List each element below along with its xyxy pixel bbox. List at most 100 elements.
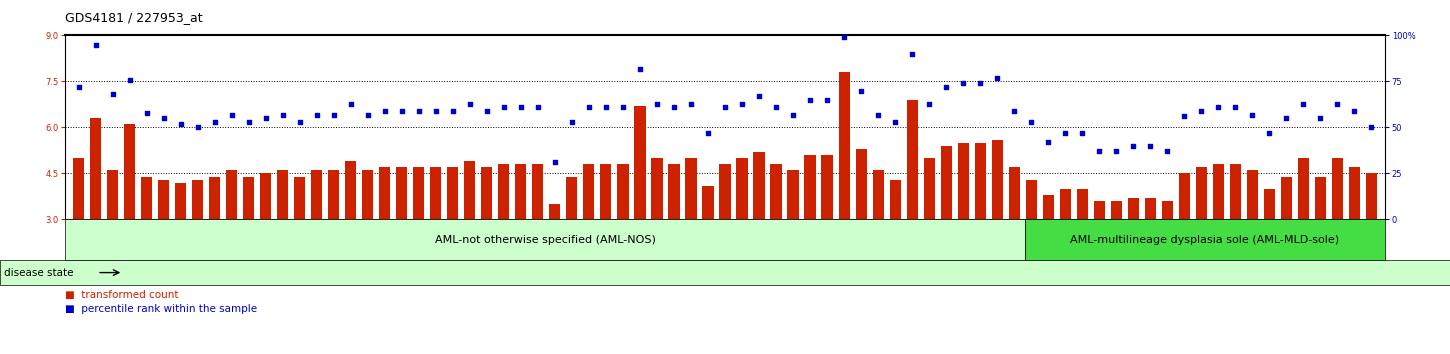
Point [934,84,957,90]
Point [1292,101,1315,106]
Bar [1315,177,1325,219]
Point [186,125,209,130]
Bar [515,164,526,219]
Text: AML-multilineage dysplasia sole (AML-MLD-sole): AML-multilineage dysplasia sole (AML-MLD… [1070,235,1340,245]
Bar [125,124,135,219]
Bar [1280,177,1292,219]
Bar [464,161,476,219]
Point [407,108,431,114]
Point [1206,104,1230,110]
Bar [261,173,271,219]
Point [544,160,567,165]
Bar [873,170,883,219]
Point [135,110,158,115]
Bar [805,155,815,219]
Point [799,97,822,103]
Point [476,108,499,114]
Point [1121,143,1144,149]
Point [238,119,261,125]
Bar [1076,189,1088,219]
Bar [396,167,407,219]
Bar [1179,173,1189,219]
Bar [209,177,220,219]
Bar [787,170,799,219]
Bar [856,149,867,219]
Point [1173,114,1196,119]
Point [628,66,651,72]
Bar [1025,179,1037,219]
Point [170,121,193,127]
Point [815,97,838,103]
Bar [1111,201,1122,219]
Bar [158,179,170,219]
Point [458,101,481,106]
Bar [668,164,680,219]
Bar [583,164,594,219]
Bar [107,170,119,219]
Point [850,88,873,93]
Bar [1144,198,1156,219]
Point [951,80,974,86]
Bar [1093,201,1105,219]
Bar [1331,158,1343,219]
Bar [362,170,374,219]
Bar [754,152,764,219]
Point [867,112,890,118]
Bar [737,158,748,219]
Bar [618,164,628,219]
Bar [380,167,390,219]
Bar [1196,167,1206,219]
Bar [600,164,612,219]
Point [918,101,941,106]
Bar [175,183,187,219]
Bar [1230,164,1241,219]
Bar [957,143,969,219]
Point [357,112,380,118]
Bar [686,158,696,219]
Point [119,77,142,82]
Point [900,51,924,57]
Bar [941,146,951,219]
Point [1019,119,1043,125]
Bar [992,140,1002,219]
Point [1070,130,1093,136]
Point [731,101,754,106]
Point [560,119,583,125]
Bar [1043,195,1054,219]
Point [339,101,362,106]
Bar [141,177,152,219]
Point [220,112,244,118]
Bar [532,164,544,219]
Point [1275,115,1298,121]
Point [1308,115,1331,121]
Bar [567,177,577,219]
Point [713,104,737,110]
Point [84,42,107,47]
Text: GDS4181 / 227953_at: GDS4181 / 227953_at [65,11,203,24]
Point [425,108,448,114]
Bar [1060,189,1070,219]
Point [747,93,770,99]
Bar [499,164,509,219]
Bar [413,167,425,219]
Point [680,101,703,106]
Bar [277,170,289,219]
Bar [226,170,238,219]
Point [203,119,226,125]
Point [1189,108,1212,114]
Point [1105,149,1128,154]
Bar [1263,189,1275,219]
Point [322,112,345,118]
Bar [1009,167,1019,219]
Point [152,115,175,121]
Point [289,119,312,125]
Bar [719,164,731,219]
Bar [345,161,357,219]
Bar [481,167,493,219]
Point [67,84,90,90]
Point [1343,108,1366,114]
Point [883,119,906,125]
Bar [1348,167,1360,219]
Bar [702,186,713,219]
Bar [1212,164,1224,219]
